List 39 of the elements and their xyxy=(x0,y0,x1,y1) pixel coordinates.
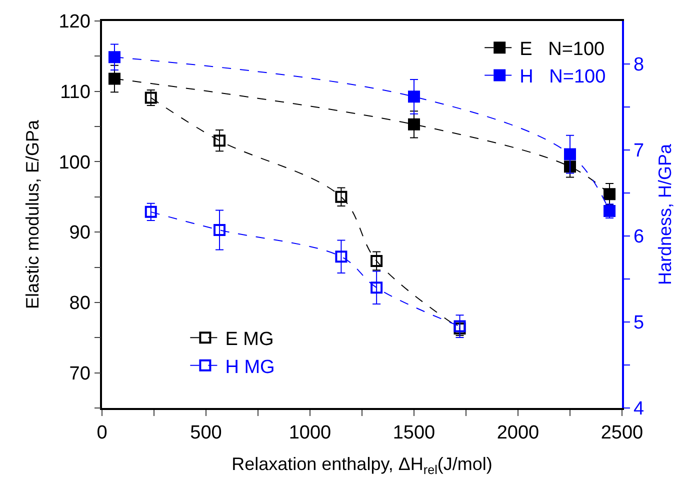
legend-label: H MG xyxy=(225,356,275,378)
y2-tick-label: 6 xyxy=(634,226,644,248)
x-tick-label: 0 xyxy=(96,422,108,444)
y-tick-label: 80 xyxy=(69,293,90,314)
x-tick-label: 1000 xyxy=(288,422,332,444)
x-tick-label: 2000 xyxy=(496,422,540,444)
point xyxy=(108,72,120,85)
point xyxy=(604,188,616,200)
point xyxy=(214,224,226,236)
point xyxy=(335,250,348,263)
y-tick-label: 110 xyxy=(60,82,90,104)
point xyxy=(108,51,120,64)
point xyxy=(564,160,576,173)
legend-label: E N=100 xyxy=(520,39,605,60)
point xyxy=(144,206,157,218)
y2-axis-title: Hardness, H/GPa xyxy=(655,142,676,286)
y-tick-label: 120 xyxy=(58,12,90,33)
x-tick-label: 2500 xyxy=(600,422,644,444)
point xyxy=(214,134,226,147)
y-tick-label: 90 xyxy=(69,222,90,244)
point xyxy=(335,190,348,203)
y-axis-title: Elastic modulus, E/GPa xyxy=(22,118,42,310)
y2-tick-label: 4 xyxy=(634,398,645,420)
point xyxy=(144,92,157,104)
legend-label: E MG xyxy=(225,329,274,350)
point xyxy=(370,282,383,294)
point xyxy=(564,148,576,160)
legend-label: H N=100 xyxy=(520,66,606,88)
point xyxy=(408,118,420,130)
x-tick-label: 500 xyxy=(190,422,222,444)
y2-tick-label: 5 xyxy=(634,312,644,334)
y2-tick-label: 7 xyxy=(634,140,644,162)
x-axis-title: Relaxation enthalpy, ΔH$_{rel}$(J/mol) xyxy=(232,454,492,477)
point xyxy=(408,90,420,103)
y2-tick-label: 8 xyxy=(634,54,644,76)
y-tick-label: 100 xyxy=(58,152,90,174)
point xyxy=(370,254,383,267)
y-tick-label: 70 xyxy=(69,363,90,384)
x-tick-label: 1500 xyxy=(392,422,436,444)
